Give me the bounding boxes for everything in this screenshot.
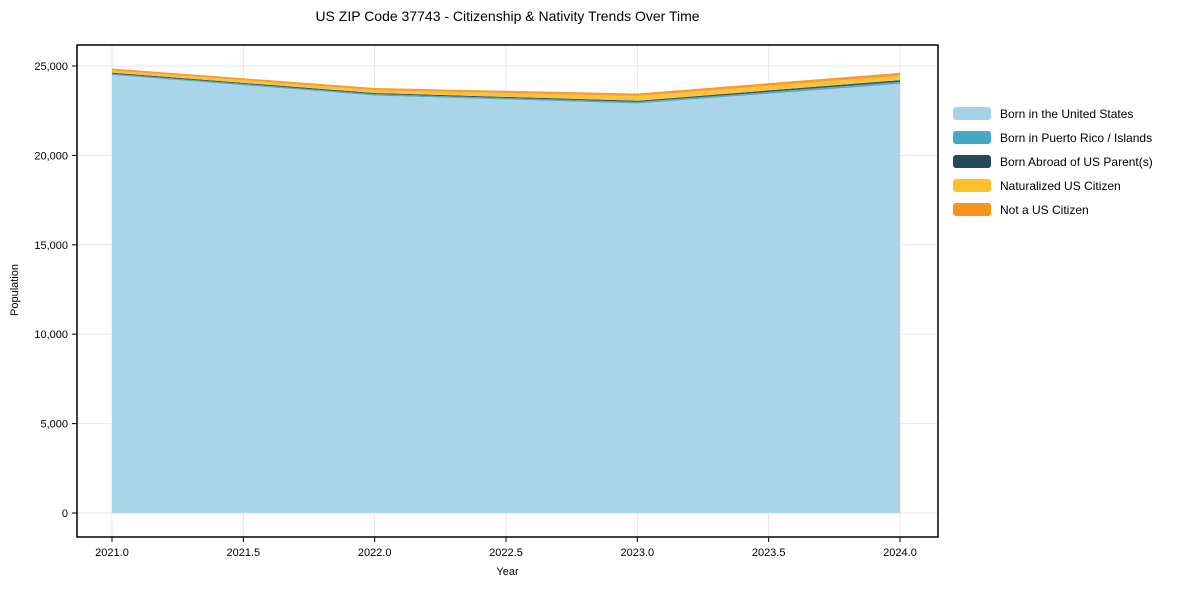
y-tick-label: 10,000	[34, 329, 68, 341]
legend-swatch	[953, 107, 991, 120]
x-tick-label: 2021.5	[227, 547, 261, 559]
area-naturalized-us-citizen	[112, 70, 900, 101]
x-tick-label: 2024.0	[883, 547, 917, 559]
x-tick-label: 2021.0	[95, 547, 129, 559]
x-tick-label: 2023.5	[752, 547, 786, 559]
legend-swatch	[953, 131, 991, 144]
legend-item-born-in-puerto-rico-islands: Born in Puerto Rico / Islands	[953, 130, 1153, 145]
y-tick-label: 20,000	[34, 150, 68, 162]
legend-item-born-in-the-united-states: Born in the United States	[953, 106, 1153, 121]
chart-title: US ZIP Code 37743 - Citizenship & Nativi…	[315, 8, 700, 24]
y-tick-label: 15,000	[34, 240, 68, 252]
legend-label: Naturalized US Citizen	[1000, 178, 1121, 193]
x-tick-label: 2023.0	[621, 547, 655, 559]
legend-item-not-a-us-citizen: Not a US Citizen	[953, 202, 1153, 217]
legend-label: Born Abroad of US Parent(s)	[1000, 154, 1153, 169]
legend-item-born-abroad-of-us-parent-s: Born Abroad of US Parent(s)	[953, 154, 1153, 169]
legend-item-naturalized-us-citizen: Naturalized US Citizen	[953, 178, 1153, 193]
legend-label: Not a US Citizen	[1000, 202, 1089, 217]
legend-swatch	[953, 203, 991, 216]
y-tick-label: 5,000	[40, 419, 68, 431]
area-not-a-us-citizen	[112, 68, 900, 96]
legend-swatch	[953, 155, 991, 168]
y-axis-label: Population	[9, 264, 21, 316]
legend: Born in the United States Born in Puerto …	[953, 106, 1153, 217]
legend-label: Born in the United States	[1000, 106, 1134, 121]
plot-border	[76, 44, 939, 538]
x-tick-label: 2022.0	[358, 547, 392, 559]
area-born-in-the-united-states	[112, 74, 900, 514]
y-tick-label: 0	[62, 508, 68, 520]
y-tick-label: 25,000	[34, 61, 68, 73]
legend-swatch	[953, 179, 991, 192]
x-axis-label: Year	[496, 566, 519, 578]
x-tick-label: 2022.5	[489, 547, 523, 559]
legend-label: Born in Puerto Rico / Islands	[1000, 130, 1153, 145]
